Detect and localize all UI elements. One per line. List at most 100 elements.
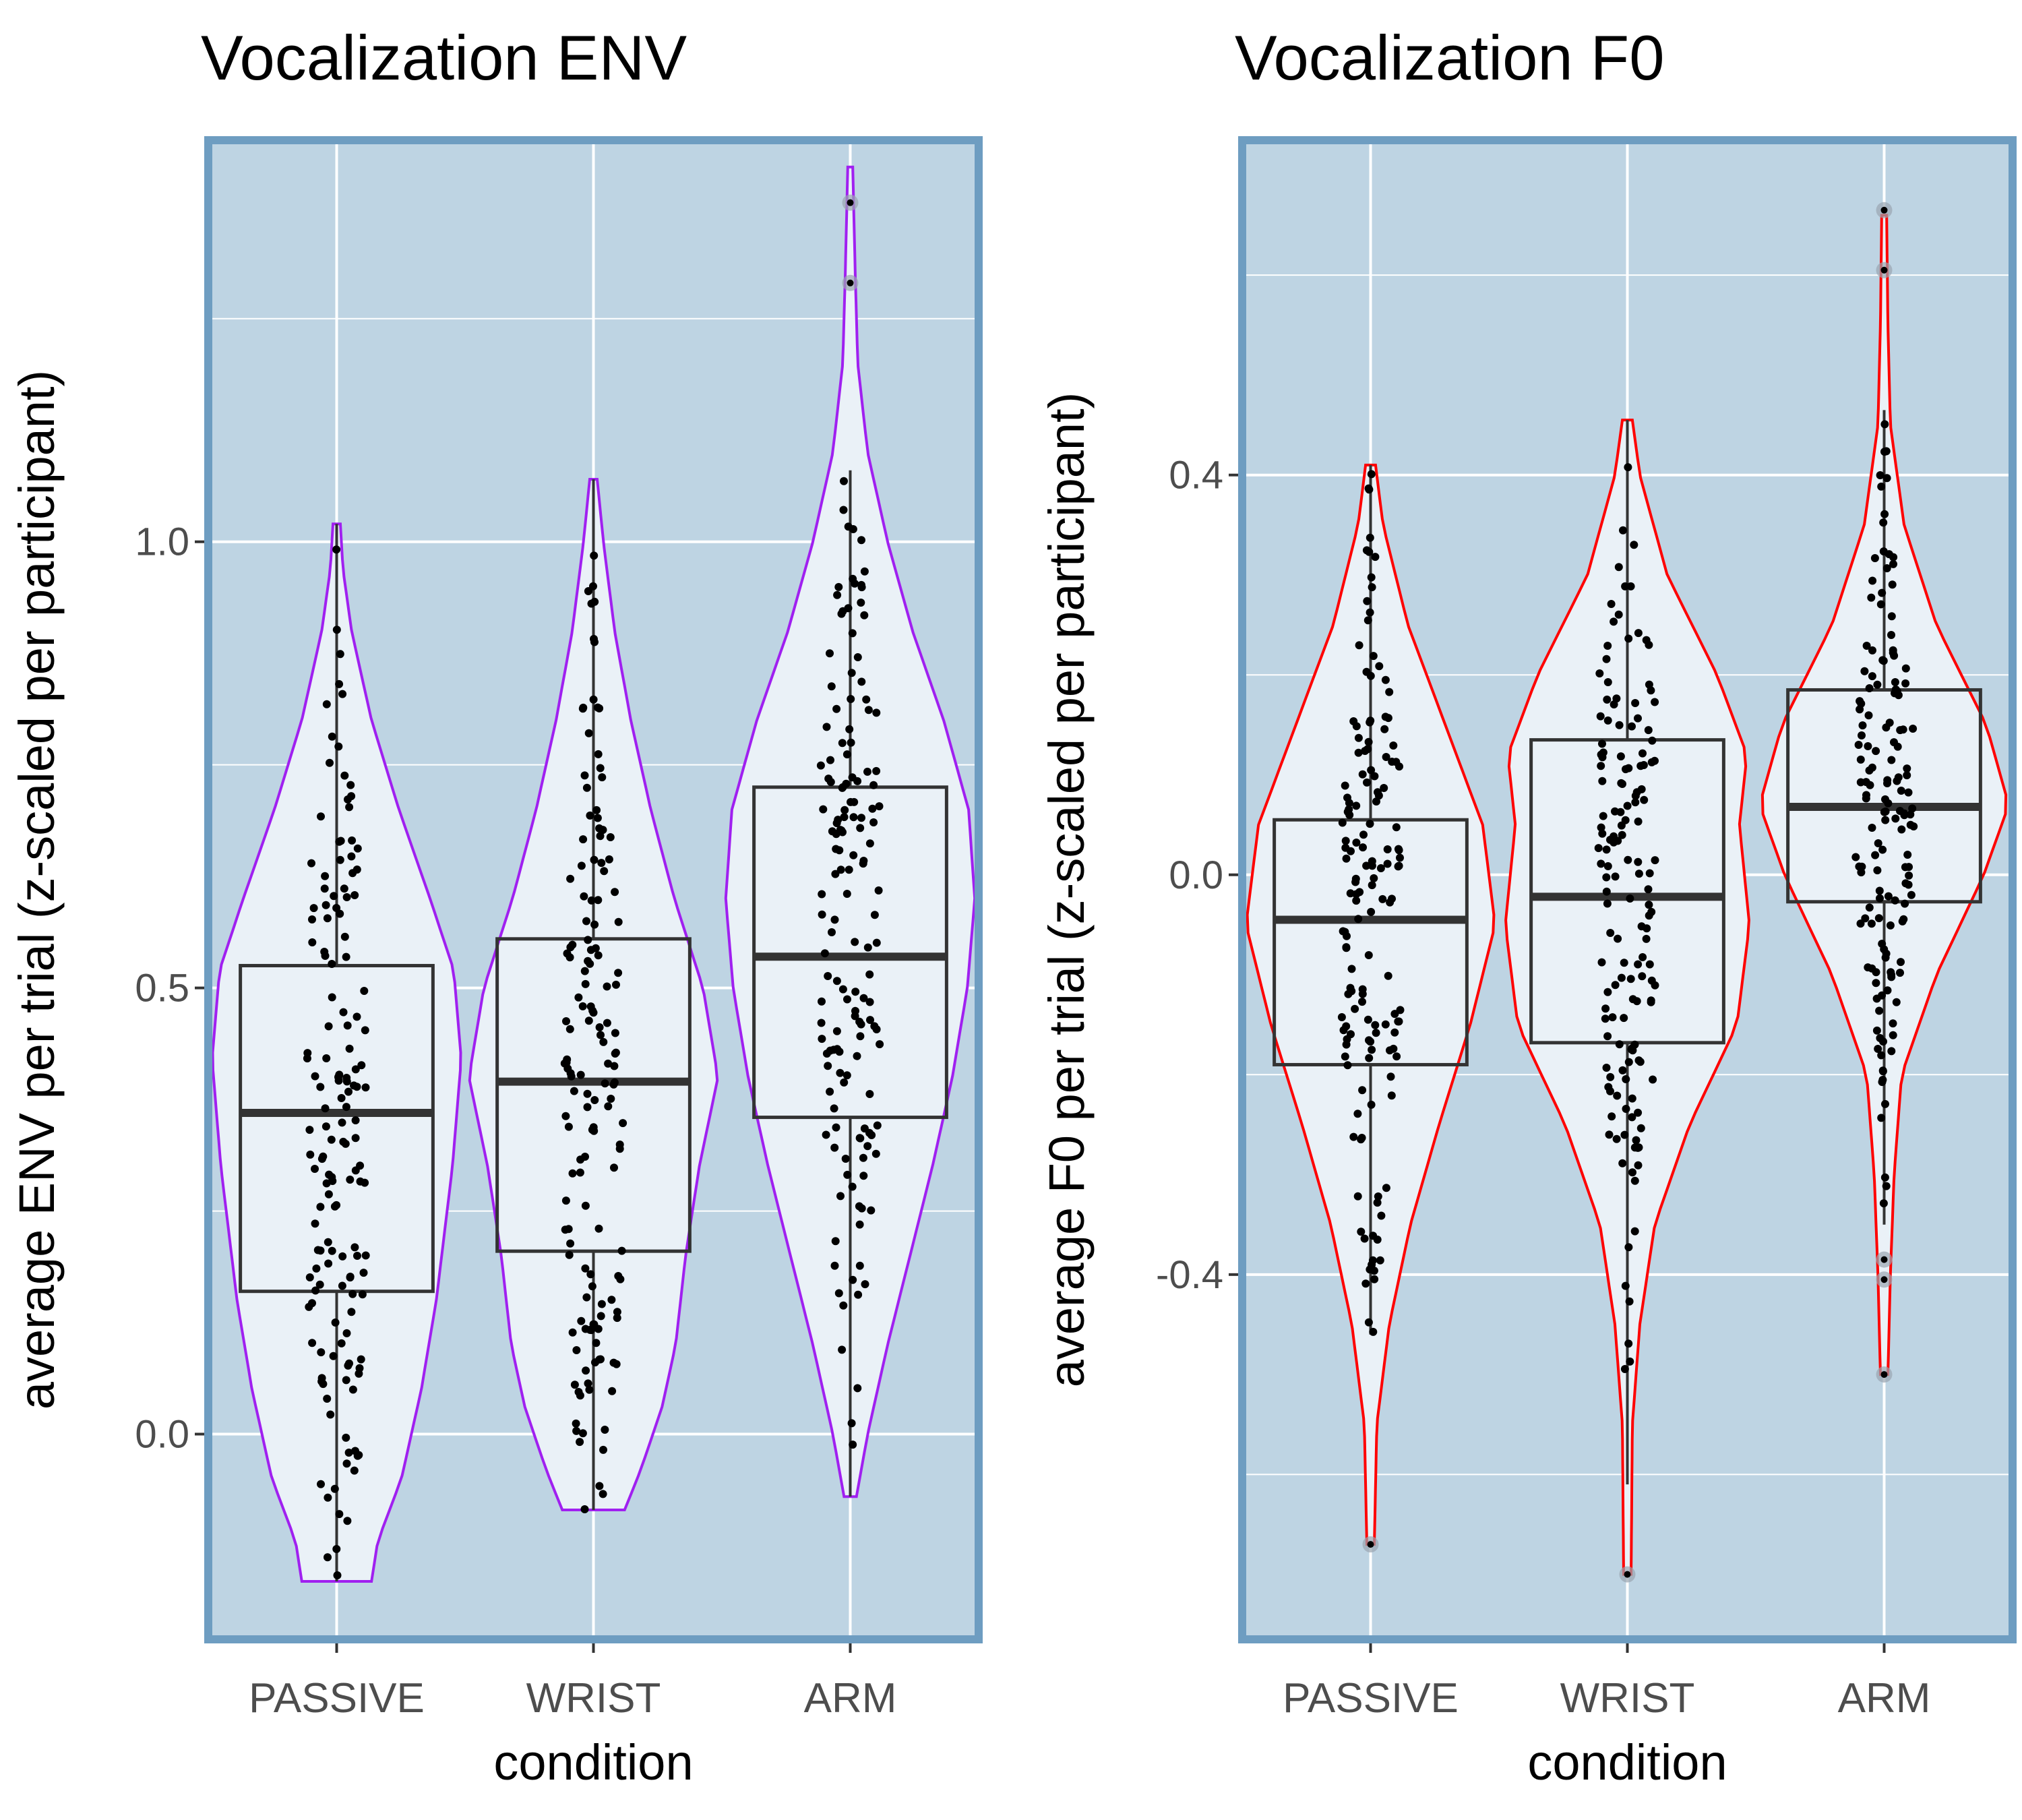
data-point — [356, 1177, 365, 1186]
data-point — [1364, 616, 1372, 625]
data-point — [860, 611, 869, 619]
data-point — [1601, 1004, 1610, 1013]
data-point — [1603, 899, 1612, 908]
data-point — [601, 1426, 609, 1434]
x-tick-label: PASSIVE — [249, 1675, 425, 1722]
data-point — [1878, 991, 1887, 1000]
data-point — [351, 1134, 360, 1143]
data-point — [1364, 951, 1373, 959]
data-point — [346, 781, 355, 789]
data-point — [1904, 880, 1913, 889]
data-point — [1628, 1168, 1636, 1177]
data-point — [1355, 888, 1364, 897]
data-point — [1392, 823, 1401, 832]
data-point — [342, 952, 350, 961]
data-point — [1608, 1013, 1617, 1022]
data-point — [860, 1124, 869, 1133]
data-point — [1882, 564, 1891, 572]
data-point — [1899, 915, 1908, 923]
data-point — [561, 1196, 570, 1205]
data-point — [1882, 474, 1891, 483]
data-point — [605, 855, 613, 863]
data-point — [849, 813, 858, 822]
data-point — [834, 1289, 843, 1298]
data-point — [851, 1006, 859, 1015]
data-point — [847, 669, 856, 677]
data-point — [1617, 973, 1626, 982]
data-point — [321, 1122, 330, 1131]
data-point — [1620, 959, 1628, 967]
data-point — [1362, 667, 1371, 676]
data-point — [872, 708, 881, 717]
outlier-point-core — [847, 279, 854, 286]
data-point — [568, 940, 577, 949]
data-point — [361, 1251, 370, 1260]
data-point — [1648, 736, 1657, 745]
data-point — [316, 1203, 325, 1211]
data-point — [1891, 814, 1900, 823]
y-tick-label: 1.0 — [135, 520, 189, 564]
data-point — [1626, 975, 1635, 983]
data-point — [856, 1032, 865, 1041]
data-point — [1630, 541, 1638, 549]
data-point — [1367, 766, 1376, 775]
data-point — [1634, 960, 1643, 969]
data-point — [335, 837, 344, 846]
data-point — [1612, 1134, 1621, 1143]
data-point — [1872, 1026, 1881, 1035]
data-point — [1364, 737, 1373, 746]
data-point — [560, 1059, 569, 1068]
data-point — [1873, 680, 1882, 689]
data-point — [870, 911, 879, 919]
data-point — [873, 1121, 882, 1130]
outlier-point-core — [1880, 1371, 1888, 1378]
data-point — [592, 806, 601, 814]
data-point — [317, 812, 325, 821]
data-point — [1341, 781, 1349, 790]
data-point — [1602, 887, 1611, 896]
data-point — [563, 949, 572, 958]
data-point — [1624, 1339, 1633, 1348]
data-point — [1876, 894, 1884, 903]
data-point — [1645, 960, 1654, 969]
data-point — [1375, 662, 1384, 671]
data-point — [583, 1089, 592, 1098]
data-point — [1630, 1227, 1639, 1236]
data-point — [1634, 857, 1643, 866]
data-point — [586, 946, 595, 954]
data-point — [1365, 1036, 1373, 1045]
data-point — [826, 1087, 834, 1096]
data-point — [875, 802, 884, 811]
data-point — [849, 851, 858, 859]
data-point — [1349, 1132, 1358, 1141]
data-point — [845, 866, 853, 874]
data-point — [1603, 1032, 1612, 1041]
data-point — [1358, 770, 1367, 779]
data-point — [832, 1027, 841, 1035]
data-point — [1371, 553, 1380, 562]
data-point — [562, 1017, 570, 1025]
data-point — [347, 852, 356, 861]
data-point — [576, 1438, 584, 1447]
data-point — [595, 704, 604, 712]
x-axis-label: condition — [1527, 1734, 1727, 1790]
data-point — [308, 938, 317, 946]
data-point — [1602, 655, 1611, 663]
data-point — [357, 1355, 365, 1364]
data-point — [1851, 853, 1860, 861]
data-point — [1897, 787, 1905, 795]
data-point — [1626, 582, 1635, 590]
data-point — [835, 846, 844, 855]
data-point — [589, 695, 598, 704]
data-point — [565, 1250, 574, 1259]
data-point — [613, 1308, 621, 1316]
x-tick-label: ARM — [804, 1675, 897, 1722]
data-point — [1394, 1017, 1403, 1026]
data-point — [326, 758, 334, 767]
data-point — [1363, 597, 1372, 605]
data-point — [307, 859, 315, 868]
data-point — [342, 1329, 351, 1337]
data-point — [333, 1571, 342, 1579]
data-point — [593, 814, 602, 822]
data-point — [1636, 1058, 1645, 1066]
